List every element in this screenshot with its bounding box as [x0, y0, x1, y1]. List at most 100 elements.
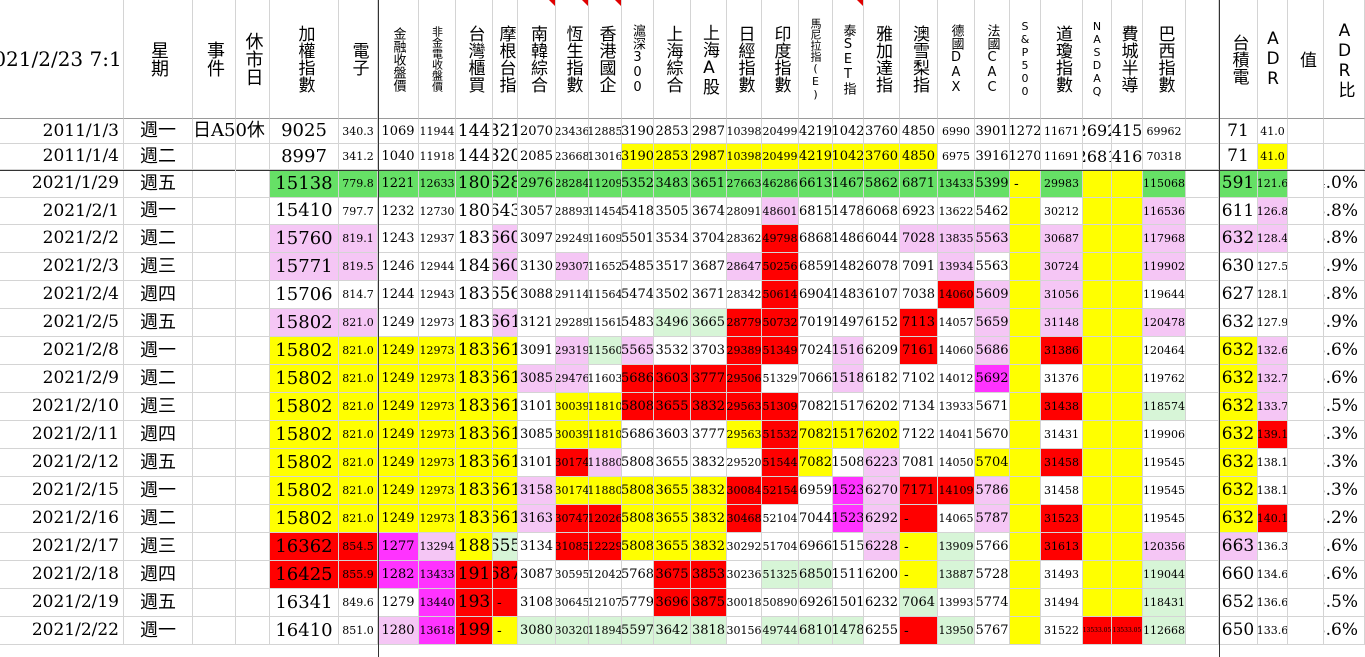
value-cell[interactable]: 8997	[270, 144, 339, 170]
value-cell[interactable]: 661	[493, 449, 518, 477]
value-cell[interactable]: 5728	[975, 561, 1010, 589]
value-cell[interactable]: 663	[1219, 533, 1258, 561]
value-cell[interactable]: 661	[493, 477, 518, 505]
value-cell[interactable]: 14012	[938, 365, 975, 393]
value-cell[interactable]: 6923	[900, 198, 938, 225]
value-cell[interactable]: 3.3%	[1324, 477, 1365, 505]
value-cell[interactable]: 13933	[938, 393, 975, 421]
value-cell[interactable]: 3818	[691, 617, 727, 645]
date-cell[interactable]: 2021/2/18	[0, 561, 124, 589]
value-cell[interactable]: 11652	[589, 253, 622, 281]
event-cell[interactable]	[193, 253, 236, 281]
value-cell[interactable]: 821.0	[339, 505, 378, 533]
value-cell[interactable]: 11691	[1041, 144, 1083, 170]
value-cell[interactable]: 30292	[727, 533, 762, 561]
value-cell[interactable]: 6152	[864, 309, 900, 337]
value-cell[interactable]: 3696	[654, 589, 691, 617]
value-cell[interactable]: 191	[456, 561, 493, 589]
value-cell[interactable]: 3121	[518, 309, 556, 337]
value-cell[interactable]: 23668	[556, 144, 589, 170]
value-cell[interactable]	[1288, 337, 1324, 365]
value-cell[interactable]: 5659	[975, 309, 1010, 337]
value-cell[interactable]	[1112, 449, 1143, 477]
value-cell[interactable]: 29983	[1041, 170, 1083, 198]
holiday-cell[interactable]	[236, 170, 270, 198]
value-cell[interactable]: 3101	[518, 449, 556, 477]
value-cell[interactable]: 12973	[419, 309, 456, 337]
value-cell[interactable]: 3916	[975, 144, 1010, 170]
event-cell[interactable]	[193, 505, 236, 533]
value-cell[interactable]: 1516	[833, 337, 864, 365]
value-cell[interactable]: 50614	[762, 281, 799, 309]
value-cell[interactable]: 320	[493, 144, 518, 170]
value-cell[interactable]: 660	[1219, 561, 1258, 589]
value-cell[interactable]: 5774	[975, 589, 1010, 617]
date-cell[interactable]: 2021/2/3	[0, 253, 124, 281]
value-cell[interactable]: 14065	[938, 505, 975, 533]
value-cell[interactable]	[1083, 421, 1112, 449]
value-cell[interactable]: 632	[1219, 505, 1258, 533]
value-cell[interactable]: 3534	[654, 225, 691, 253]
value-cell[interactable]	[1083, 393, 1112, 421]
value-cell[interactable]	[1186, 337, 1219, 365]
event-cell[interactable]	[193, 421, 236, 449]
value-cell[interactable]: 5786	[975, 477, 1010, 505]
value-cell[interactable]: 3.6%	[1324, 533, 1365, 561]
value-cell[interactable]: 12885	[589, 119, 622, 144]
value-cell[interactable]: 188	[456, 533, 493, 561]
value-cell[interactable]: 3703	[691, 337, 727, 365]
value-cell[interactable]: 3.8%	[1324, 198, 1365, 225]
value-cell[interactable]	[1288, 198, 1324, 225]
value-cell[interactable]: 7066	[799, 365, 833, 393]
value-cell[interactable]: 1523	[833, 505, 864, 533]
value-cell[interactable]: 5787	[975, 505, 1010, 533]
value-cell[interactable]: 3.9%	[1324, 309, 1365, 337]
column-header-23[interactable]: 法國CAC	[975, 0, 1010, 119]
value-cell[interactable]	[1288, 589, 1324, 617]
value-cell[interactable]: 1042	[833, 119, 864, 144]
value-cell[interactable]: 632	[1219, 477, 1258, 505]
value-cell[interactable]: 183	[456, 477, 493, 505]
value-cell[interactable]: 29114	[556, 281, 589, 309]
value-cell[interactable]: 3655	[654, 533, 691, 561]
value-cell[interactable]: 3190	[622, 119, 654, 144]
value-cell[interactable]: 4850	[900, 144, 938, 170]
value-cell[interactable]: 1482	[833, 253, 864, 281]
value-cell[interactable]: 3.6%	[1324, 365, 1365, 393]
value-cell[interactable]: 30156	[727, 617, 762, 645]
value-cell[interactable]: 628	[493, 170, 518, 198]
value-cell[interactable]: 15802	[270, 505, 339, 533]
value-cell[interactable]	[1010, 561, 1041, 589]
value-cell[interactable]: 12973	[419, 365, 456, 393]
value-cell[interactable]: 15138	[270, 170, 339, 198]
value-cell[interactable]: 6232	[864, 589, 900, 617]
value-cell[interactable]: 660	[493, 225, 518, 253]
value-cell[interactable]: 16410	[270, 617, 339, 645]
value-cell[interactable]: 643	[493, 198, 518, 225]
weekday-cell[interactable]: 週二	[124, 505, 193, 533]
value-cell[interactable]	[1083, 198, 1112, 225]
event-cell[interactable]	[193, 365, 236, 393]
value-cell[interactable]: 3101	[518, 393, 556, 421]
value-cell[interactable]	[1288, 393, 1324, 421]
value-cell[interactable]: 119044	[1143, 561, 1186, 589]
value-cell[interactable]: 11894	[589, 617, 622, 645]
value-cell[interactable]: 50732	[762, 309, 799, 337]
value-cell[interactable]: 7134	[900, 393, 938, 421]
value-cell[interactable]: 16341	[270, 589, 339, 617]
value-cell[interactable]: 7064	[900, 589, 938, 617]
column-header-8[interactable]: 台灣櫃買	[456, 0, 493, 119]
event-cell[interactable]	[193, 225, 236, 253]
value-cell[interactable]: 31085	[556, 533, 589, 561]
value-cell[interactable]: 120464	[1143, 337, 1186, 365]
value-cell[interactable]: 23436	[556, 119, 589, 144]
value-cell[interactable]: 1478	[833, 198, 864, 225]
value-cell[interactable]	[1010, 337, 1041, 365]
value-cell[interactable]: 5704	[975, 449, 1010, 477]
value-cell[interactable]: 6850	[799, 561, 833, 589]
value-cell[interactable]: 15802	[270, 421, 339, 449]
value-cell[interactable]: 30747	[556, 505, 589, 533]
value-cell[interactable]: 779.8	[339, 170, 378, 198]
column-header-20[interactable]: 雅加達指	[864, 0, 900, 119]
value-cell[interactable]: 15771	[270, 253, 339, 281]
